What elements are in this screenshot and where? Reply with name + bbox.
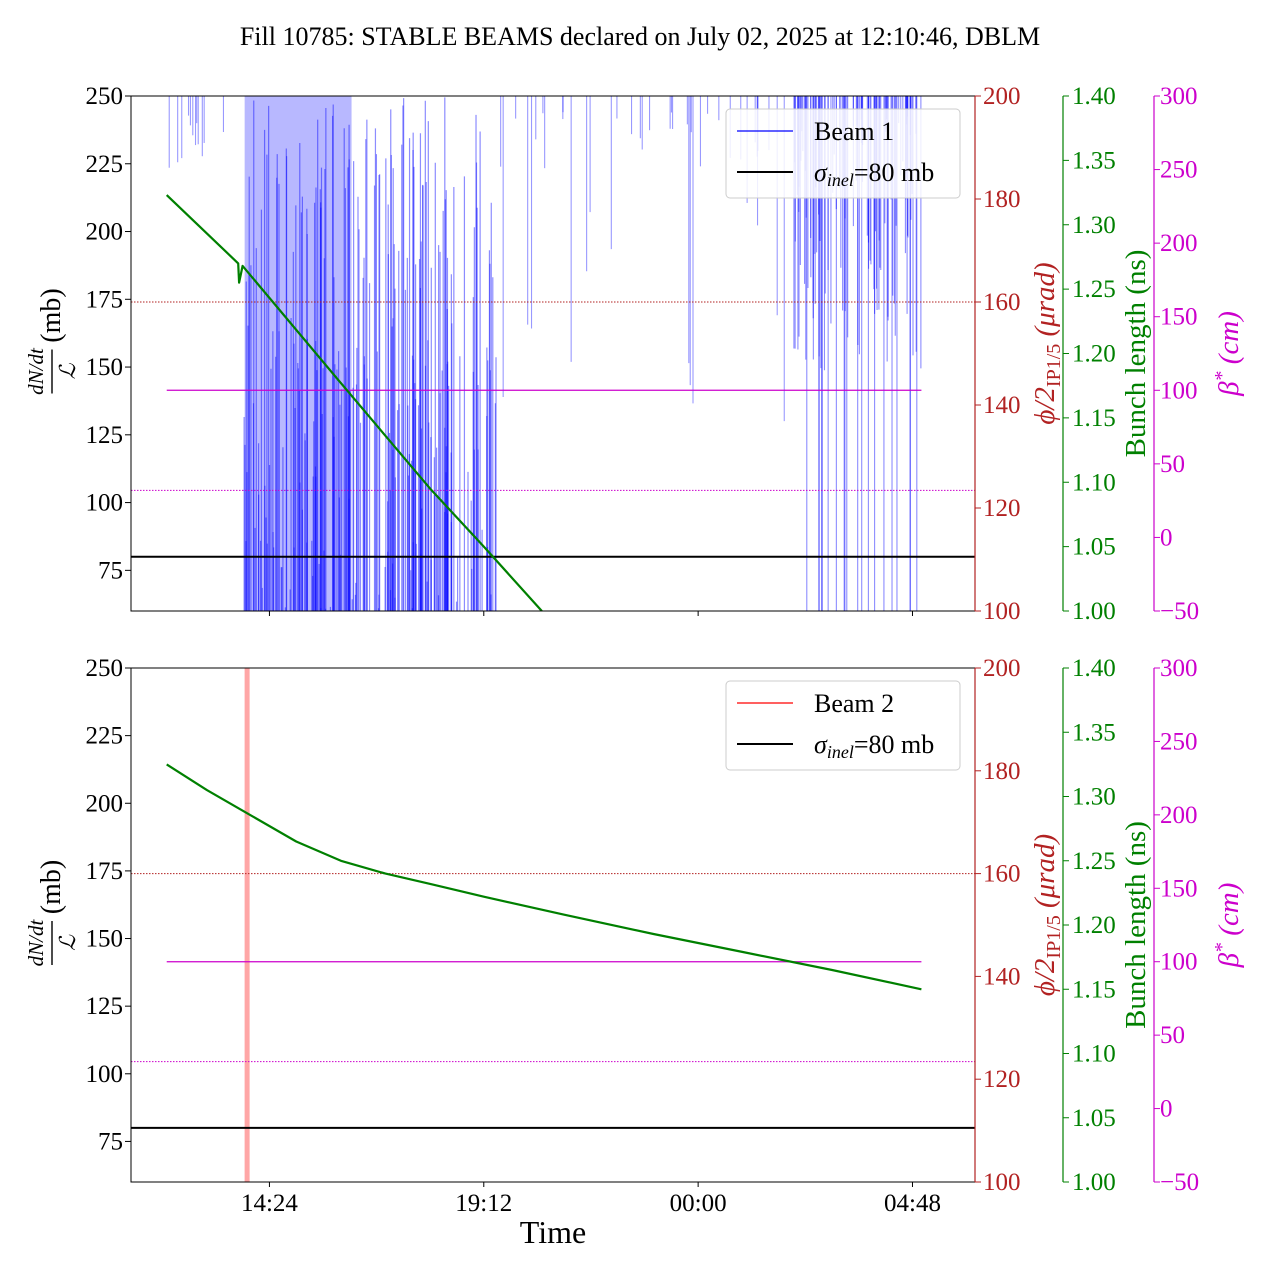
- left-axis-tick-label: 200: [86, 790, 124, 817]
- bunch-axis-tick-label: 1.25: [1072, 848, 1116, 875]
- phi-axis-label: ϕ/2IP1/5 (μrad): [1029, 834, 1065, 996]
- left-axis-tick-label: 150: [86, 926, 124, 953]
- chart-panels: 75 100 125 150 175 200 225 250 100 120 140 160 180 20…: [24, 83, 1245, 1217]
- phi-axis-tick-label: 140: [983, 392, 1021, 419]
- left-axis-tick-label: 200: [86, 219, 124, 246]
- plot-area-1: [131, 96, 975, 611]
- bunch-axis-tick-label: 1.35: [1072, 147, 1116, 174]
- x-axis-label: Time: [520, 1214, 586, 1250]
- phi-axis-tick-label: 160: [983, 289, 1021, 316]
- left-axis-tick-label: 250: [86, 83, 124, 110]
- left-axis-tick-label: 100: [86, 1061, 124, 1088]
- beta-axis-tick-label: 100: [1160, 377, 1198, 404]
- phi-axis-tick-label: 100: [983, 1169, 1021, 1196]
- chart-title: Fill 10785: STABLE BEAMS declared on Jul…: [240, 22, 1040, 51]
- left-axis-label-unit: (mb): [36, 288, 67, 342]
- beta-axis-tick-label: −50: [1160, 598, 1199, 625]
- legend-sigma-label: σinel=80 mb: [814, 158, 934, 190]
- phi-axis-tick-label: 100: [983, 598, 1021, 625]
- left-axis-tick-label: 175: [86, 286, 124, 313]
- beam1-loss-band: [244, 96, 352, 611]
- bunch-axis-tick-label: 1.30: [1072, 784, 1116, 811]
- left-axis-tick-label: 250: [86, 655, 124, 682]
- left-axis-label: dN/dt ℒ (mb): [24, 288, 80, 395]
- phi-axis-tick-label: 180: [983, 758, 1021, 785]
- x-axis-tick-label: 04:48: [884, 1190, 941, 1217]
- bunch-axis-tick-label: 1.15: [1072, 976, 1116, 1003]
- bunch-axis-tick-label: 1.05: [1072, 1105, 1116, 1132]
- phi-axis-tick-label: 140: [983, 963, 1021, 990]
- left-axis-tick-label: 225: [86, 723, 124, 750]
- bunch-axis-tick-label: 1.00: [1072, 1169, 1116, 1196]
- x-axis-tick-label: 19:12: [455, 1190, 512, 1217]
- beta-axis-tick-label: 200: [1160, 230, 1198, 257]
- bunch-axis-tick-label: 1.10: [1072, 469, 1116, 496]
- legend-beam-label: Beam 2: [814, 689, 894, 718]
- beta-axis-label: β* (cm): [1211, 311, 1245, 397]
- legend-beam-label: Beam 1: [814, 117, 894, 146]
- left-axis-label-denominator: ℒ: [55, 362, 80, 379]
- left-axis-label: dN/dt ℒ (mb): [24, 860, 80, 967]
- phi-axis-tick-label: 120: [983, 495, 1021, 522]
- beta-axis-tick-label: 250: [1160, 157, 1198, 184]
- bunch-axis-tick-label: 1.15: [1072, 405, 1116, 432]
- beta-axis-tick-label: 0: [1160, 524, 1173, 551]
- bunch-axis-tick-label: 1.10: [1072, 1041, 1116, 1068]
- bunch-axis-tick-label: 1.25: [1072, 276, 1116, 303]
- bunch-length-series: [165, 194, 543, 611]
- beta-axis-tick-label: 300: [1160, 655, 1198, 682]
- beta-axis-tick-label: 50: [1160, 1022, 1185, 1049]
- left-axis-label-unit: (mb): [36, 860, 67, 914]
- left-axis-tick-label: 75: [98, 557, 123, 584]
- beta-axis-tick-label: 0: [1160, 1096, 1173, 1123]
- phi-axis-tick-label: 200: [983, 83, 1021, 110]
- plot-area-2: [131, 668, 975, 1182]
- bunch-axis-tick-label: 1.40: [1072, 655, 1116, 682]
- phi-axis-tick-label: 200: [983, 655, 1021, 682]
- bunch-axis-tick-label: 1.30: [1072, 212, 1116, 239]
- x-axis-tick-label: 00:00: [670, 1190, 727, 1217]
- phi-axis-tick-label: 160: [983, 861, 1021, 888]
- bunch-length-series: [166, 763, 922, 991]
- legend-1: Beam 1 σinel=80 mb: [725, 108, 961, 199]
- bunch-axis-label: Bunch length (ns): [1120, 821, 1152, 1029]
- beta-axis-tick-label: 200: [1160, 802, 1198, 829]
- bunch-axis-tick-label: 1.40: [1072, 83, 1116, 110]
- beta-axis-tick-label: 300: [1160, 83, 1198, 110]
- beta-axis-tick-label: 150: [1160, 875, 1198, 902]
- phi-axis-tick-label: 120: [983, 1066, 1021, 1093]
- beta-axis-label: β* (cm): [1211, 883, 1245, 969]
- beta-axis-tick-label: 50: [1160, 451, 1185, 478]
- beta-axis-tick-label: 100: [1160, 949, 1198, 976]
- bunch-axis-tick-label: 1.35: [1072, 719, 1116, 746]
- left-axis-tick-label: 100: [86, 490, 124, 517]
- bunch-axis-tick-label: 1.20: [1072, 912, 1116, 939]
- bunch-axis-tick-label: 1.05: [1072, 534, 1116, 561]
- left-axis-label-numerator: dN/dt: [24, 347, 48, 395]
- left-axis-tick-label: 150: [86, 354, 124, 381]
- bunch-axis-label: Bunch length (ns): [1120, 250, 1152, 458]
- phi-axis-tick-label: 180: [983, 186, 1021, 213]
- phi-axis-label: ϕ/2IP1/5 (μrad): [1029, 262, 1065, 424]
- left-axis-tick-label: 125: [86, 422, 124, 449]
- beta-axis-tick-label: 150: [1160, 304, 1198, 331]
- left-axis-tick-label: 175: [86, 858, 124, 885]
- bunch-axis-tick-label: 1.20: [1072, 341, 1116, 368]
- legend-2: Beam 2 σinel=80 mb: [725, 680, 961, 771]
- beta-axis-tick-label: 250: [1160, 728, 1198, 755]
- panel-2: 75 100 125 150 175 200 225 250 14:24 19:12 00:00 04…: [24, 655, 1245, 1217]
- left-axis-tick-label: 125: [86, 993, 124, 1020]
- x-axis-tick-label: 14:24: [241, 1190, 298, 1217]
- legend-sigma-label: σinel=80 mb: [814, 730, 934, 762]
- left-axis-label-numerator: dN/dt: [24, 919, 48, 967]
- left-axis-label-denominator: ℒ: [55, 934, 80, 951]
- beta-axis-tick-label: −50: [1160, 1169, 1199, 1196]
- left-axis-tick-label: 225: [86, 151, 124, 178]
- left-axis-tick-label: 75: [98, 1128, 123, 1155]
- bunch-axis-tick-label: 1.00: [1072, 598, 1116, 625]
- panel-1: 75 100 125 150 175 200 225 250 100 120 140 160 180 20…: [24, 83, 1245, 625]
